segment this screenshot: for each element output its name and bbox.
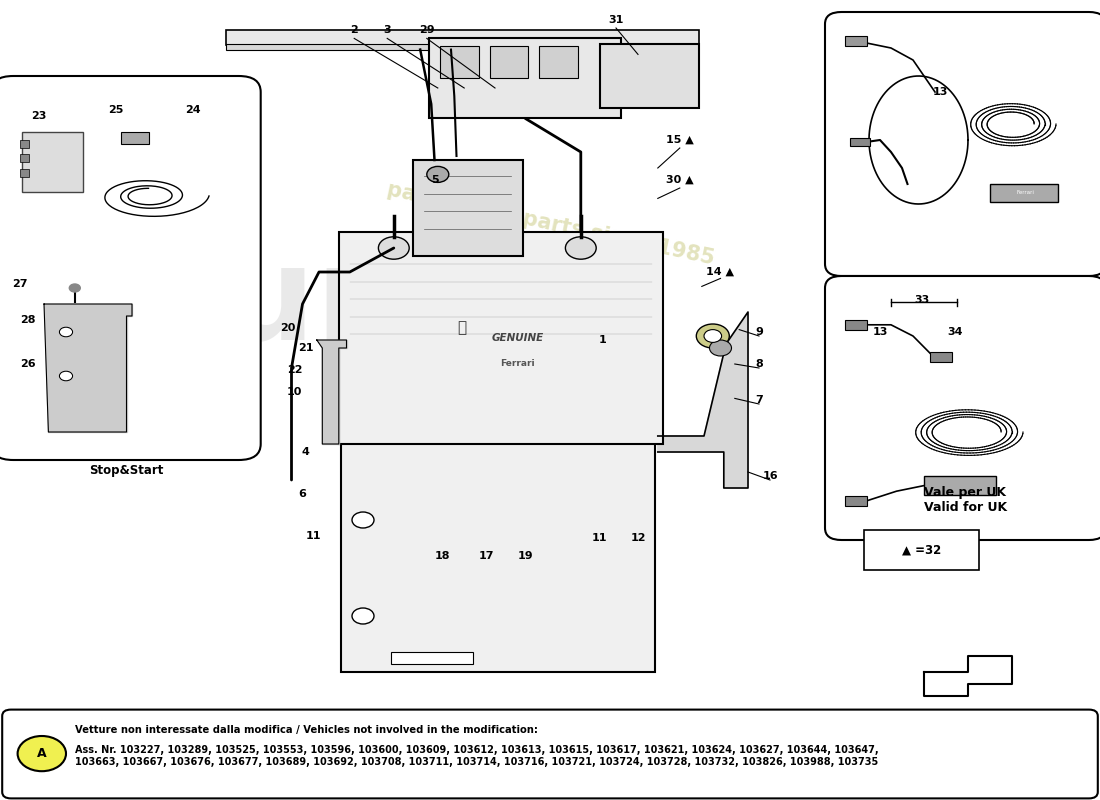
Text: Ferrari: Ferrari <box>500 359 535 368</box>
Text: 28: 28 <box>20 315 35 325</box>
Text: 13: 13 <box>933 87 948 97</box>
Text: 18: 18 <box>434 551 450 561</box>
Text: Ⓕ: Ⓕ <box>458 320 466 335</box>
Bar <box>845 496 867 506</box>
Text: GENUINE: GENUINE <box>491 333 543 343</box>
Circle shape <box>704 330 722 342</box>
Text: Vetture non interessate dalla modifica / Vehicles not involved in the modificati: Vetture non interessate dalla modifica /… <box>75 725 538 734</box>
Text: Vale per UK
Valid for UK: Vale per UK Valid for UK <box>924 486 1007 514</box>
Text: A: A <box>37 747 46 760</box>
Bar <box>20 169 29 177</box>
FancyBboxPatch shape <box>412 160 522 256</box>
FancyBboxPatch shape <box>339 232 663 444</box>
FancyBboxPatch shape <box>600 44 698 108</box>
Text: 31: 31 <box>608 15 624 25</box>
Circle shape <box>59 371 73 381</box>
Text: 19: 19 <box>518 551 534 561</box>
Bar <box>20 140 29 148</box>
FancyBboxPatch shape <box>539 46 578 78</box>
Text: 27: 27 <box>12 279 28 289</box>
FancyBboxPatch shape <box>825 12 1100 276</box>
Text: 17: 17 <box>478 551 494 561</box>
Bar <box>845 320 867 330</box>
Text: 15 ▲: 15 ▲ <box>666 135 694 145</box>
Circle shape <box>565 237 596 259</box>
Text: 9: 9 <box>755 327 763 337</box>
Circle shape <box>352 512 374 528</box>
Bar <box>226 30 698 45</box>
Bar <box>990 184 1058 202</box>
Bar <box>226 44 429 50</box>
Text: Stop&Start: Stop&Start <box>89 464 163 477</box>
Polygon shape <box>658 312 748 488</box>
Text: 10: 10 <box>287 387 303 397</box>
FancyBboxPatch shape <box>22 132 82 192</box>
Text: 30 ▲: 30 ▲ <box>666 175 694 185</box>
Text: 33: 33 <box>914 295 929 305</box>
Circle shape <box>710 340 732 356</box>
Text: euro: euro <box>132 241 471 367</box>
Text: 14 ▲: 14 ▲ <box>706 267 735 277</box>
Circle shape <box>378 237 409 259</box>
Text: 12: 12 <box>630 533 646 542</box>
Text: Ferrari: Ferrari <box>1016 190 1034 195</box>
Text: 7: 7 <box>755 395 763 405</box>
Text: 13: 13 <box>872 327 888 337</box>
Bar <box>121 132 148 144</box>
Text: 20: 20 <box>280 323 296 333</box>
Text: 25: 25 <box>108 106 123 115</box>
Text: 34: 34 <box>947 327 962 337</box>
Text: ▲ =32: ▲ =32 <box>902 544 940 557</box>
Text: passion for parts since 1985: passion for parts since 1985 <box>385 179 716 269</box>
Circle shape <box>69 284 80 292</box>
Circle shape <box>696 324 729 348</box>
Text: 26: 26 <box>20 359 35 369</box>
Text: 21: 21 <box>298 343 314 353</box>
Text: 16: 16 <box>762 471 778 481</box>
Text: 22: 22 <box>287 365 303 374</box>
Bar <box>20 154 29 162</box>
FancyBboxPatch shape <box>341 440 654 672</box>
FancyBboxPatch shape <box>429 38 621 118</box>
FancyBboxPatch shape <box>440 46 478 78</box>
FancyBboxPatch shape <box>825 276 1100 540</box>
Text: 11: 11 <box>306 531 321 541</box>
Bar <box>390 652 473 664</box>
Text: 1: 1 <box>598 335 607 345</box>
Text: 2: 2 <box>350 26 359 35</box>
Text: 5: 5 <box>431 175 438 185</box>
Text: Ass. Nr. 103227, 103289, 103525, 103553, 103596, 103600, 103609, 103612, 103613,: Ass. Nr. 103227, 103289, 103525, 103553,… <box>75 746 879 766</box>
Polygon shape <box>44 304 132 432</box>
FancyBboxPatch shape <box>2 710 1098 798</box>
Text: 3: 3 <box>384 26 390 35</box>
Bar <box>924 476 996 495</box>
Bar <box>930 352 952 362</box>
Circle shape <box>352 608 374 624</box>
Circle shape <box>427 166 449 182</box>
Bar <box>845 36 867 46</box>
Bar <box>850 138 870 146</box>
Polygon shape <box>924 656 1012 696</box>
Text: 23: 23 <box>31 111 46 121</box>
FancyBboxPatch shape <box>0 76 261 460</box>
FancyBboxPatch shape <box>864 530 979 570</box>
Text: 4: 4 <box>301 447 310 457</box>
Text: 6: 6 <box>298 490 307 499</box>
FancyBboxPatch shape <box>490 46 528 78</box>
Polygon shape <box>317 340 346 444</box>
Text: 11: 11 <box>592 533 607 542</box>
Circle shape <box>59 327 73 337</box>
Text: 24: 24 <box>185 106 200 115</box>
Text: 29: 29 <box>419 26 435 35</box>
Circle shape <box>18 736 66 771</box>
Text: 8: 8 <box>755 359 763 369</box>
